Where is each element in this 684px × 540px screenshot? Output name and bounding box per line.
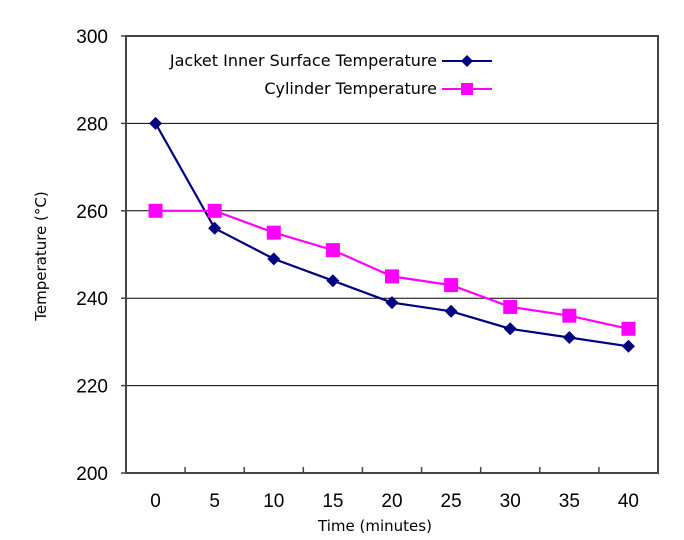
x-tick-labels: 0 5 10 15 20 25 30 35 40 <box>150 491 639 512</box>
x-tick-label: 30 <box>500 491 521 512</box>
x-tick-label: 15 <box>322 491 343 512</box>
data-point <box>326 274 340 288</box>
legend-label-jacket: Jacket Inner Surface Temperature <box>169 51 437 70</box>
x-tick-label: 25 <box>441 491 462 512</box>
x-tick-label: 0 <box>150 491 161 512</box>
data-point <box>385 269 399 284</box>
legend: Jacket Inner Surface Temperature Cylinde… <box>169 51 492 98</box>
legend-label-cylinder: Cylinder Temperature <box>264 79 437 98</box>
legend-marker-jacket <box>461 55 473 67</box>
data-point <box>503 322 517 336</box>
data-point <box>208 221 222 235</box>
y-tick-label: 220 <box>76 377 108 398</box>
x-tick-label: 40 <box>618 491 639 512</box>
data-point <box>621 321 636 336</box>
y-tick-labels: 200 220 240 260 280 300 <box>76 27 108 485</box>
legend-marker-cylinder <box>461 83 473 95</box>
data-point <box>562 331 576 345</box>
x-tick-label: 35 <box>559 491 580 512</box>
series-cylinder <box>148 203 636 336</box>
x-tick-label: 10 <box>263 491 284 512</box>
data-point <box>503 299 518 314</box>
data-point <box>562 308 577 323</box>
x-tick-label: 5 <box>209 491 220 512</box>
y-tick-label: 260 <box>76 202 108 223</box>
y-tick-label: 200 <box>76 464 108 485</box>
gridlines <box>121 35 658 474</box>
y-tick-label: 300 <box>76 27 108 48</box>
plot-area-border <box>125 35 659 474</box>
series-jacket <box>149 116 635 353</box>
y-tick-label: 280 <box>76 114 108 135</box>
data-point <box>267 252 281 266</box>
x-axis-title: Time (minutes) <box>317 517 432 535</box>
y-tick-label: 240 <box>76 289 108 310</box>
x-tick-marks <box>184 467 600 473</box>
data-point <box>444 304 458 318</box>
series-group <box>148 116 636 353</box>
data-point <box>325 243 340 258</box>
x-tick-label: 20 <box>381 491 402 512</box>
data-point <box>207 203 222 218</box>
y-axis-title: Temperature (°C) <box>32 191 50 321</box>
data-point <box>149 116 163 130</box>
data-point <box>444 278 459 293</box>
data-point <box>148 203 163 218</box>
data-point <box>385 296 399 310</box>
data-point <box>621 339 635 353</box>
data-point <box>266 225 281 240</box>
